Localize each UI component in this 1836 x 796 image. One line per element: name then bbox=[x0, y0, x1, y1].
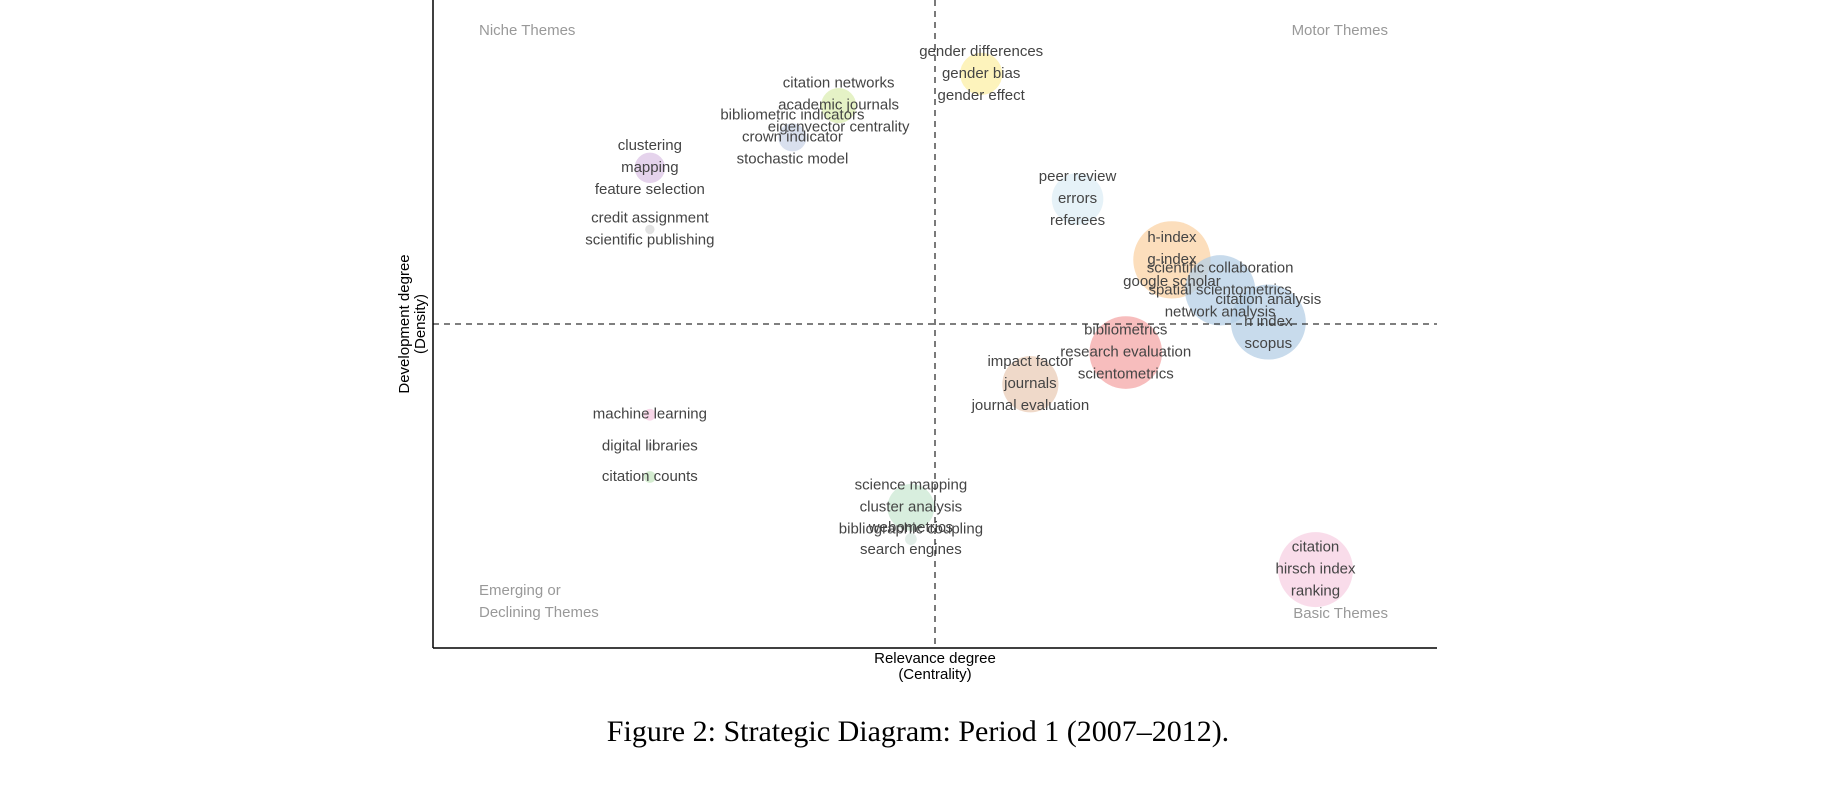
bubble-label: network analysis bbox=[1165, 303, 1276, 320]
bubble bbox=[644, 471, 656, 483]
bubble-label: scientific collaboration bbox=[1147, 259, 1294, 276]
bubble-label: gender effect bbox=[938, 87, 1026, 104]
bubble bbox=[1051, 173, 1104, 225]
bubble-label: g-index bbox=[1147, 251, 1197, 268]
bubble-label: journal evaluation bbox=[971, 397, 1090, 414]
quadrant-label: Declining Themes bbox=[479, 604, 599, 621]
bubble bbox=[634, 152, 666, 184]
bubble-label: impact factor bbox=[987, 353, 1073, 370]
bubble bbox=[646, 442, 654, 450]
bubble-label: ranking bbox=[1291, 583, 1340, 600]
bubble bbox=[1002, 356, 1059, 413]
bubble-label: bibliometric indicators bbox=[720, 106, 864, 123]
x-axis-title: Relevance degree bbox=[874, 650, 996, 667]
bubble-label: scopus bbox=[1245, 335, 1293, 352]
bubble-label: errors bbox=[1058, 190, 1097, 207]
bubble-label: referees bbox=[1050, 212, 1105, 229]
bubble-label: scientometrics bbox=[1078, 365, 1174, 382]
bubble-label: feature selection bbox=[595, 181, 705, 198]
bubble-label: research evaluation bbox=[1060, 343, 1191, 360]
bubble-label: eigenvector centrality bbox=[768, 119, 910, 136]
bubble-label: h-index bbox=[1147, 229, 1197, 246]
bubble-label: academic journals bbox=[778, 97, 899, 114]
bubble-label: citation networks bbox=[783, 75, 895, 92]
bubble bbox=[778, 123, 807, 152]
bubble-label: hirsch index bbox=[1275, 561, 1356, 578]
bubble-label: webometrics bbox=[868, 519, 953, 536]
bubble-label: h index bbox=[1244, 313, 1293, 330]
bubble-label: clustering bbox=[618, 137, 682, 154]
quadrant-label: Niche Themes bbox=[479, 22, 575, 39]
caption: Figure 2: Strategic Diagram: Period 1 (2… bbox=[607, 715, 1229, 748]
bubble-label: google scholar bbox=[1123, 273, 1221, 290]
bubble bbox=[821, 88, 857, 124]
bubble-label: bibliographic coupling bbox=[839, 520, 983, 537]
bubble-label: gender bias bbox=[942, 65, 1020, 82]
bubble-label: gender differences bbox=[919, 43, 1043, 60]
bubble bbox=[645, 224, 655, 235]
bubble-label: crown indicator bbox=[742, 128, 843, 145]
bubble-label: citation bbox=[1292, 539, 1340, 556]
bubble-label: scientific publishing bbox=[585, 231, 714, 248]
bubble-label: peer review bbox=[1039, 168, 1117, 185]
bubble-label: spatial scientometrics bbox=[1148, 281, 1291, 298]
bubble-label: digital libraries bbox=[602, 437, 698, 454]
quadrant-label: Basic Themes bbox=[1293, 605, 1388, 622]
bubble-label: machine learning bbox=[593, 406, 707, 423]
bubble-label: cluster analysis bbox=[860, 498, 963, 515]
bubble-label: citation analysis bbox=[1215, 291, 1321, 308]
quadrant-label: Motor Themes bbox=[1292, 22, 1388, 39]
bubble-label: science mapping bbox=[855, 476, 968, 493]
bubble bbox=[1089, 316, 1163, 389]
quadrant-label: Emerging or bbox=[479, 582, 561, 599]
bubble bbox=[644, 408, 656, 421]
bubble-label: search engines bbox=[860, 541, 962, 558]
y-axis-title: (Density) bbox=[412, 294, 429, 354]
bubble bbox=[1278, 532, 1354, 608]
bubble bbox=[905, 533, 917, 545]
bubble-label: stochastic model bbox=[737, 150, 849, 167]
bubble-label: credit assignment bbox=[591, 209, 709, 226]
bubble bbox=[887, 483, 935, 531]
x-axis-title: (Centrality) bbox=[898, 666, 971, 683]
bubble-label: journals bbox=[1003, 375, 1057, 392]
bubble-label: mapping bbox=[621, 159, 679, 176]
y-axis-title: Development degree bbox=[396, 254, 413, 393]
bubble-label: bibliometrics bbox=[1084, 321, 1167, 338]
bubble-label: citation counts bbox=[602, 468, 698, 485]
bubble bbox=[960, 52, 1003, 95]
bubble bbox=[1230, 284, 1306, 360]
